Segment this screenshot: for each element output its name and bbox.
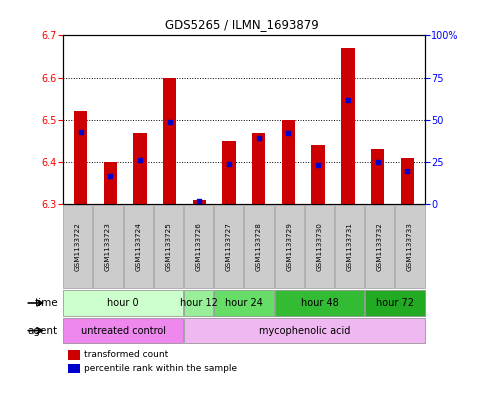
Text: GSM1133733: GSM1133733 xyxy=(407,222,413,271)
Text: hour 48: hour 48 xyxy=(300,298,338,308)
Text: transformed count: transformed count xyxy=(84,351,168,359)
Text: agent: agent xyxy=(28,325,58,336)
Bar xyxy=(193,200,206,204)
Bar xyxy=(252,132,266,204)
Point xyxy=(136,157,144,163)
Text: GSM1133729: GSM1133729 xyxy=(286,222,292,271)
Point xyxy=(314,162,322,169)
Text: GSM1133722: GSM1133722 xyxy=(75,222,81,271)
Point xyxy=(106,173,114,179)
Text: untreated control: untreated control xyxy=(81,325,166,336)
Text: GSM1133727: GSM1133727 xyxy=(226,222,232,271)
Point xyxy=(255,135,263,141)
Point xyxy=(284,130,292,136)
Point xyxy=(403,167,411,174)
Bar xyxy=(341,48,355,204)
Text: GSM1133731: GSM1133731 xyxy=(347,222,353,271)
Bar xyxy=(74,112,87,204)
Point xyxy=(77,129,85,135)
Text: hour 24: hour 24 xyxy=(225,298,263,308)
Text: GDS5265 / ILMN_1693879: GDS5265 / ILMN_1693879 xyxy=(165,18,318,31)
Text: hour 72: hour 72 xyxy=(376,298,414,308)
Text: percentile rank within the sample: percentile rank within the sample xyxy=(84,364,237,373)
Bar xyxy=(163,78,176,204)
Point xyxy=(344,96,352,103)
Text: GSM1133724: GSM1133724 xyxy=(135,222,141,271)
Text: GSM1133726: GSM1133726 xyxy=(196,222,201,271)
Text: GSM1133732: GSM1133732 xyxy=(377,222,383,271)
Text: GSM1133725: GSM1133725 xyxy=(166,222,171,271)
Text: GSM1133723: GSM1133723 xyxy=(105,222,111,271)
Point xyxy=(196,198,203,204)
Point xyxy=(166,118,173,125)
Text: GSM1133728: GSM1133728 xyxy=(256,222,262,271)
Bar xyxy=(133,132,147,204)
Text: GSM1133730: GSM1133730 xyxy=(316,222,322,271)
Bar xyxy=(371,149,384,204)
Point xyxy=(374,159,382,165)
Bar xyxy=(312,145,325,204)
Text: time: time xyxy=(34,298,58,308)
Bar xyxy=(282,120,295,204)
Bar xyxy=(400,158,414,204)
Text: mycophenolic acid: mycophenolic acid xyxy=(258,325,350,336)
Bar xyxy=(104,162,117,204)
Text: hour 12: hour 12 xyxy=(180,298,217,308)
Point xyxy=(225,161,233,167)
Bar xyxy=(222,141,236,204)
Text: hour 0: hour 0 xyxy=(107,298,139,308)
